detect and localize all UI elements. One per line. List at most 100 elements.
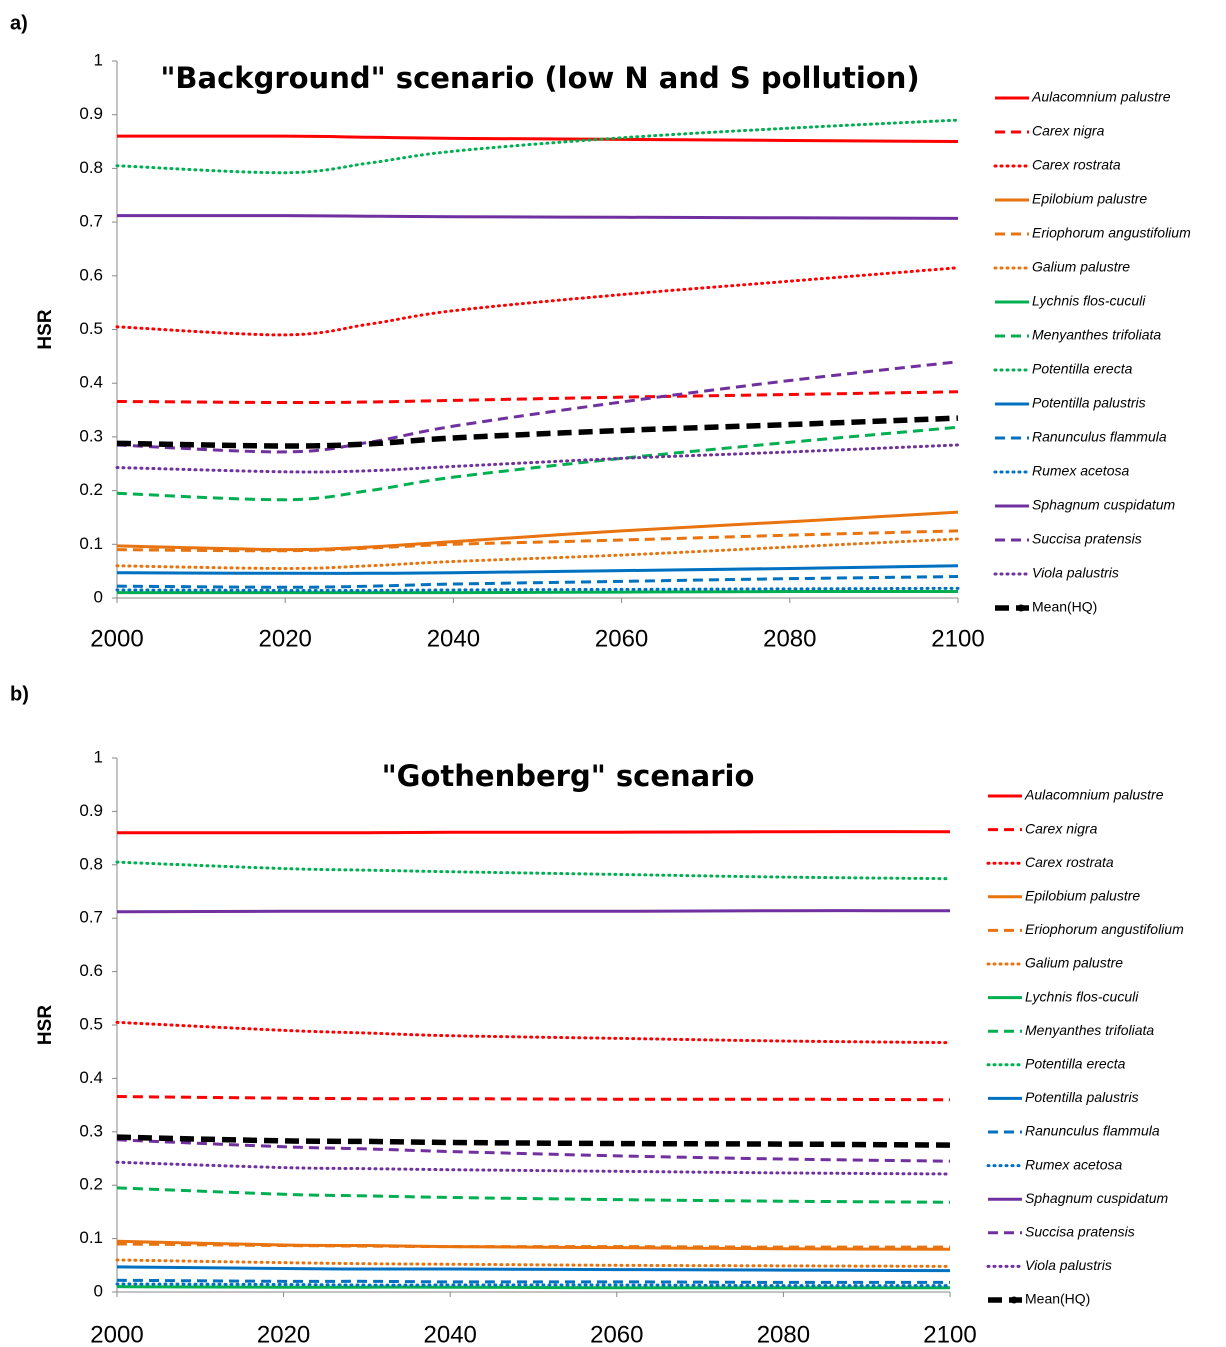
legend-label: Potentilla erecta [1032, 361, 1133, 377]
legend-label: Epilobium palustre [1032, 191, 1147, 207]
y-tick-label: 0.7 [79, 908, 103, 927]
y-tick-label: 0.3 [79, 1121, 103, 1140]
series-line [116, 415, 959, 449]
legend-label: Mean(HQ) [1025, 1291, 1090, 1307]
legend-label: Ranunculus flammula [1032, 429, 1167, 445]
series-line [115, 1020, 952, 1045]
x-tick-label: 2060 [590, 1321, 643, 1347]
y-tick-label: 0.3 [79, 426, 103, 445]
legend-label: Eriophorum angustifolium [1025, 921, 1184, 937]
x-tick-label: 2100 [923, 1321, 976, 1347]
x-tick-label: 2080 [763, 625, 816, 652]
y-tick-label: 0.9 [79, 801, 103, 820]
y-tick-label: 0.5 [79, 1014, 103, 1033]
panel-label: b) [10, 683, 29, 705]
legend-label: Carex nigra [1025, 820, 1098, 836]
y-tick-label: 0.1 [79, 1228, 103, 1247]
x-tick-label: 2080 [757, 1321, 810, 1347]
series-line [116, 425, 959, 502]
series-line [116, 1134, 951, 1148]
series-line [115, 1282, 952, 1288]
x-tick-label: 2000 [90, 625, 143, 652]
series-line [116, 360, 959, 454]
y-tick-label: 0.2 [79, 480, 103, 499]
legend-label: Potentilla palustris [1025, 1089, 1139, 1105]
series-line [116, 1278, 951, 1284]
y-tick-label: 0.8 [79, 158, 103, 177]
legend-label: Potentilla palustris [1032, 395, 1146, 411]
y-tick-label: 0.6 [79, 961, 103, 980]
y-tick-label: 0.2 [79, 1175, 103, 1194]
legend-label: Mean(HQ) [1032, 599, 1097, 615]
series-line [115, 266, 960, 337]
legend-label: Ranunculus flammula [1025, 1123, 1160, 1139]
legend-label: Sphagnum cuspidatum [1025, 1190, 1169, 1206]
y-tick-label: 0.9 [79, 104, 103, 123]
series-line [116, 1138, 951, 1163]
series-line [116, 564, 959, 575]
legend-label: Epilobium palustre [1025, 888, 1140, 904]
legend-label: Rumex acetosa [1025, 1156, 1122, 1172]
legend-marker [1017, 604, 1025, 612]
y-tick-label: 1 [94, 747, 103, 766]
y-tick-label: 0.4 [79, 373, 103, 392]
x-tick-label: 2100 [931, 625, 984, 652]
series-line [116, 1186, 951, 1204]
series-line [115, 537, 960, 570]
series-line [116, 1242, 951, 1249]
legend-label: Galium palustre [1032, 259, 1130, 275]
chart-title: "Background" scenario (low N and S pollu… [160, 61, 919, 95]
y-tick-label: 0.5 [79, 319, 103, 338]
y-tick-label: 0 [94, 587, 103, 606]
legend-label: Aulacomnium palustre [1031, 89, 1171, 105]
legend-label: Succisa pratensis [1032, 531, 1142, 547]
series-line [116, 909, 951, 914]
series-line [117, 590, 959, 595]
x-tick-label: 2040 [424, 1321, 477, 1347]
x-tick-label: 2020 [259, 625, 312, 652]
legend-label: Rumex acetosa [1032, 463, 1129, 479]
x-tick-label: 2040 [427, 625, 480, 652]
series-line [115, 586, 960, 593]
y-tick-label: 0.7 [79, 212, 103, 231]
series-line [116, 1265, 951, 1273]
series-line [116, 134, 959, 144]
y-tick-label: 0.8 [79, 854, 103, 873]
y-tick-label: 0.4 [79, 1068, 103, 1087]
y-axis-label: HSR [35, 1005, 56, 1045]
legend-label: Galium palustre [1025, 955, 1123, 971]
legend-label: Viola palustris [1032, 565, 1119, 581]
y-tick-label: 0.6 [79, 265, 103, 284]
series-line [116, 1095, 951, 1102]
series-line [116, 575, 959, 589]
x-tick-label: 2020 [257, 1321, 310, 1347]
legend-label: Carex rostrata [1032, 157, 1121, 173]
x-tick-label: 2000 [90, 1321, 143, 1347]
series-line [115, 1160, 952, 1176]
series-line [116, 529, 959, 553]
series-line [115, 1258, 952, 1268]
panel-label: a) [10, 12, 28, 34]
y-tick-label: 1 [94, 50, 103, 69]
legend-label: Viola palustris [1025, 1257, 1112, 1273]
series-line [115, 443, 960, 474]
legend-label: Lychnis flos-cuculi [1025, 988, 1139, 1004]
legend-label: Lychnis flos-cuculi [1032, 293, 1146, 309]
series-line [115, 118, 960, 175]
series-line [116, 1285, 950, 1290]
x-tick-label: 2060 [595, 625, 648, 652]
series-line [116, 830, 951, 835]
series-line [116, 390, 959, 405]
legend-label: Carex nigra [1032, 123, 1105, 139]
legend-marker [1010, 1296, 1018, 1304]
y-tick-label: 0 [94, 1281, 103, 1300]
series-line [116, 214, 959, 220]
y-axis-label: HSR [35, 309, 56, 349]
legend-label: Aulacomnium palustre [1024, 787, 1164, 803]
legend-label: Succisa pratensis [1025, 1224, 1135, 1240]
legend-label: Eriophorum angustifolium [1032, 225, 1191, 241]
legend-label: Sphagnum cuspidatum [1032, 497, 1176, 513]
legend-label: Carex rostrata [1025, 854, 1114, 870]
legend-label: Menyanthes trifoliata [1032, 327, 1161, 343]
